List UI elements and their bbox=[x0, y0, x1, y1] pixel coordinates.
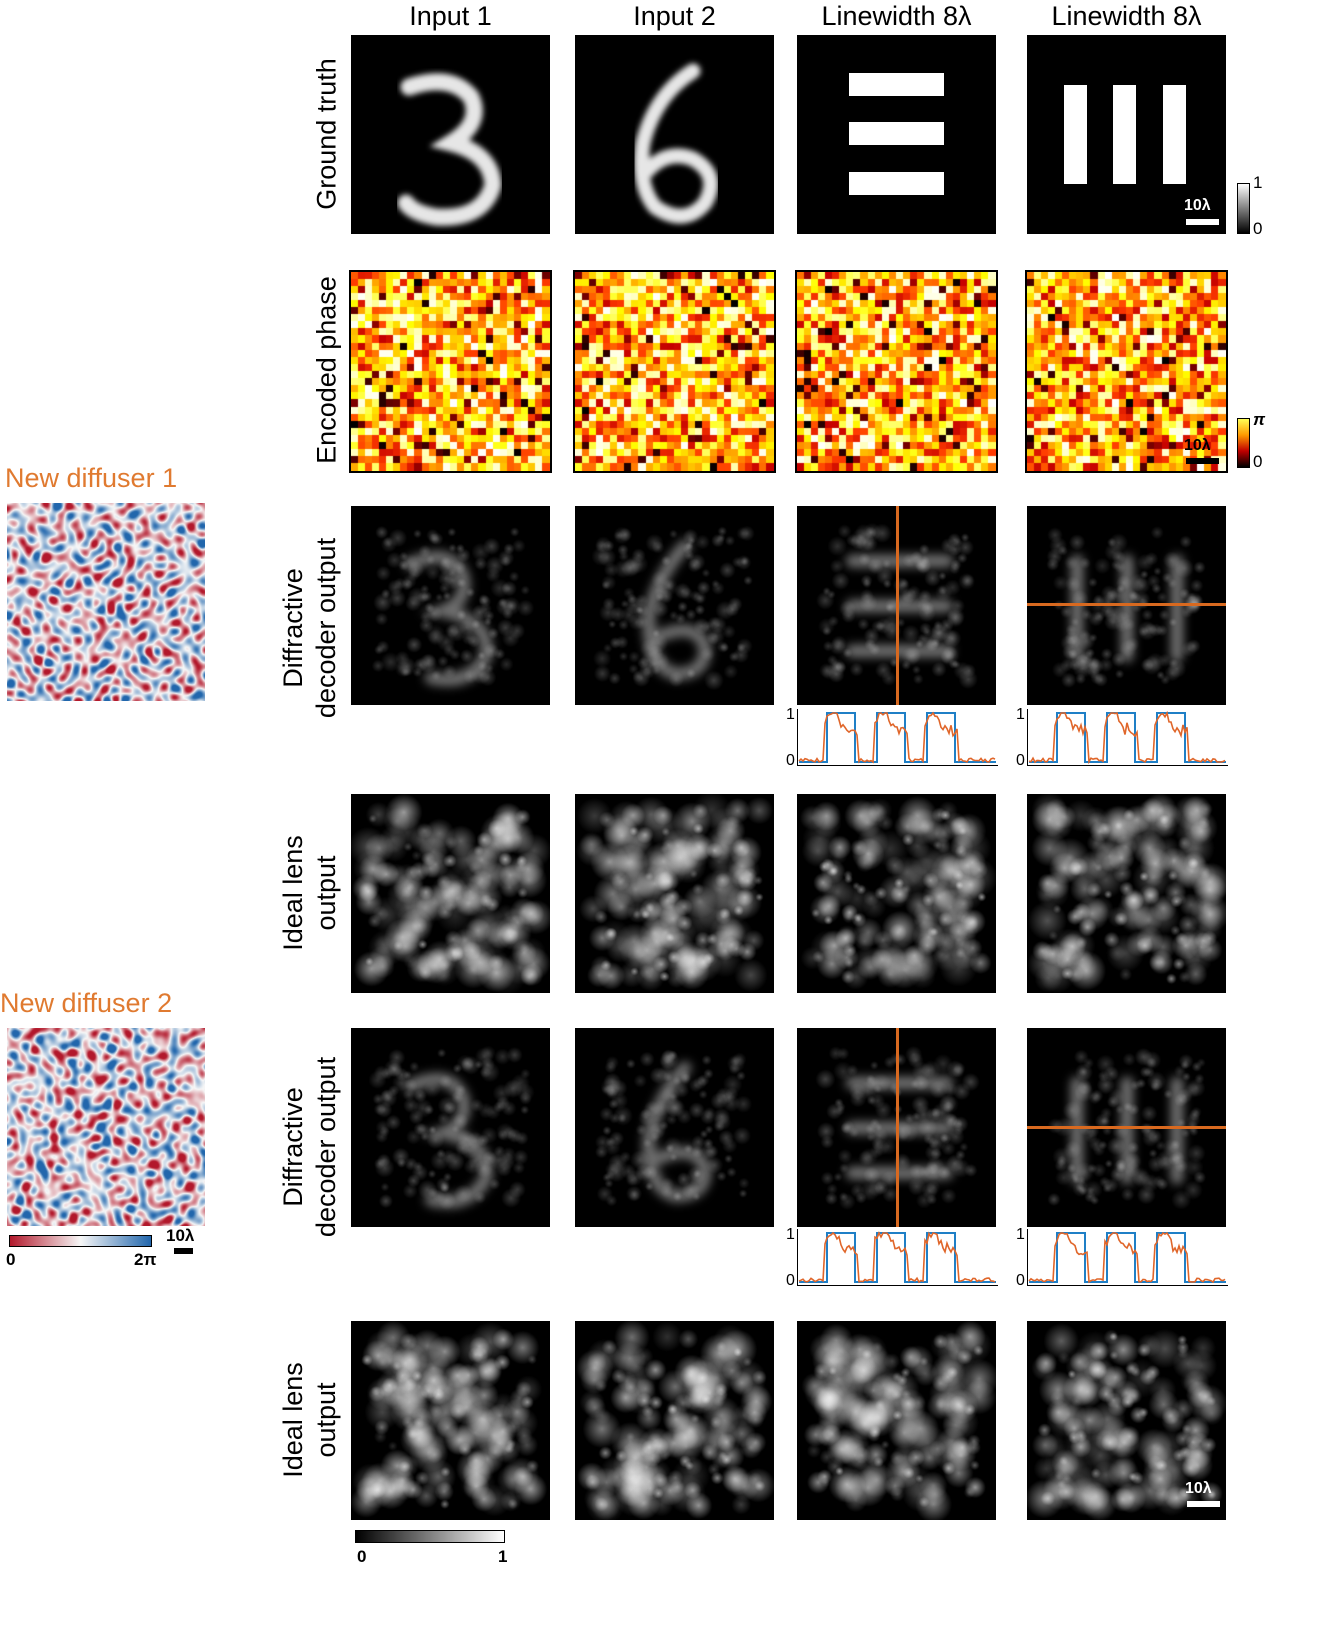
encoded-phase-input-1 bbox=[349, 270, 552, 473]
encoded-phase-horizontal bbox=[795, 270, 998, 473]
scalebar-phase bbox=[1186, 458, 1219, 464]
row-label-ideal-lens-2: Ideal lens output bbox=[278, 1362, 341, 1478]
profile-plot-1b bbox=[1027, 709, 1228, 766]
profile-ground-truth-line bbox=[1029, 1232, 1226, 1283]
profile-1b-ybottom: 0 bbox=[1016, 752, 1025, 769]
profile-2a-ybottom: 0 bbox=[786, 1272, 795, 1289]
ground-truth-digit-6 bbox=[575, 35, 774, 234]
scalebar-label-phase: 10λ bbox=[1184, 437, 1211, 454]
profile-axes bbox=[797, 1229, 998, 1286]
ideal-lens-1-vertical bbox=[1027, 794, 1226, 993]
decoder-output-2-input-2 bbox=[575, 1028, 774, 1227]
profile-measured-line bbox=[1028, 1231, 1226, 1284]
profile-ground-truth-line bbox=[1029, 712, 1226, 763]
scalebar-label-gt: 10λ bbox=[1184, 197, 1211, 214]
profile-cut-line-h2 bbox=[1027, 1126, 1226, 1129]
profile-2b-ytop: 1 bbox=[1016, 1226, 1025, 1243]
scalebar-ideal bbox=[1187, 1501, 1220, 1507]
intensity-colorbar-max: 1 bbox=[498, 1547, 508, 1566]
ideal-lens-1-horizontal bbox=[797, 794, 996, 993]
ground-truth-vertical-bars: 10λ bbox=[1027, 35, 1226, 234]
profile-2b-ybottom: 0 bbox=[1016, 1272, 1025, 1289]
encoded-phase-vertical bbox=[1025, 270, 1228, 473]
profile-ground-truth-line bbox=[799, 712, 996, 763]
gt-colorbar-max: 1 bbox=[1253, 173, 1263, 192]
ground-truth-digit-3 bbox=[351, 35, 550, 234]
gt-colorbar-min: 0 bbox=[1253, 219, 1263, 238]
new-diffuser-1-image bbox=[7, 503, 205, 701]
ideal-lens-2-horizontal bbox=[797, 1321, 996, 1520]
row-label-encoded-phase: Encoded phase bbox=[311, 276, 342, 464]
profile-cut-line-v1 bbox=[896, 506, 899, 705]
profile-cut-line-h1 bbox=[1027, 603, 1226, 606]
scalebar-gt bbox=[1186, 219, 1219, 225]
scalebar-label-ideal: 10λ bbox=[1185, 1480, 1212, 1497]
column-header-linewidth-vertical: Linewidth 8λ bbox=[1051, 1, 1202, 31]
profile-measured-line bbox=[798, 1231, 996, 1284]
new-diffuser-2-title: New diffuser 2 bbox=[0, 988, 173, 1018]
profile-measured-line bbox=[1028, 710, 1226, 765]
new-diffuser-2-image bbox=[7, 1028, 205, 1226]
profile-plot-2a bbox=[797, 1229, 998, 1286]
profile-cut-line-v2 bbox=[896, 1028, 899, 1227]
profile-measured-line bbox=[798, 711, 996, 764]
column-header-input-2: Input 2 bbox=[633, 1, 716, 31]
phase-colorbar-min: 0 bbox=[1253, 452, 1263, 471]
diffuser-scalebar bbox=[174, 1248, 193, 1254]
profile-axes bbox=[797, 709, 998, 766]
ideal-lens-2-input-1 bbox=[351, 1321, 550, 1520]
profile-1a-ybottom: 0 bbox=[786, 752, 795, 769]
profile-plot-2b bbox=[1027, 1229, 1228, 1286]
new-diffuser-1-title: New diffuser 1 bbox=[5, 463, 178, 493]
row-label-ideal-lens-1: Ideal lens output bbox=[278, 835, 341, 951]
column-header-linewidth-horizontal: Linewidth 8λ bbox=[821, 1, 972, 31]
profile-1a-ytop: 1 bbox=[786, 706, 795, 723]
row-label-diffractive-decoder-1: Diffractive decoder output bbox=[278, 537, 341, 719]
decoder-output-2-input-1 bbox=[351, 1028, 550, 1227]
profile-1b-ytop: 1 bbox=[1016, 706, 1025, 723]
diffuser-scale-label: 10λ bbox=[166, 1226, 195, 1245]
intensity-colorbar-min: 0 bbox=[357, 1547, 367, 1566]
ideal-lens-1-input-1 bbox=[351, 794, 550, 993]
row-label-ground-truth: Ground truth bbox=[311, 58, 342, 210]
profile-2a-ytop: 1 bbox=[786, 1226, 795, 1243]
diffuser-colorbar-max: 2π bbox=[134, 1250, 157, 1269]
decoder-output-1-input-1 bbox=[351, 506, 550, 705]
intensity-colorbar bbox=[355, 1530, 505, 1543]
ideal-lens-1-input-2 bbox=[575, 794, 774, 993]
diffuser-phase-colorbar bbox=[9, 1235, 152, 1247]
grayscale-colorbar bbox=[1237, 183, 1250, 234]
encoded-phase-input-2 bbox=[573, 270, 776, 473]
ideal-lens-2-vertical bbox=[1027, 1321, 1226, 1520]
diffuser-colorbar-min: 0 bbox=[6, 1250, 16, 1269]
column-header-input-1: Input 1 bbox=[409, 1, 492, 31]
ideal-lens-2-input-2 bbox=[575, 1321, 774, 1520]
ground-truth-horizontal-bars bbox=[797, 35, 996, 234]
decoder-output-1-input-2 bbox=[575, 506, 774, 705]
profile-axes bbox=[1027, 1229, 1228, 1286]
phase-colorbar bbox=[1237, 418, 1250, 468]
profile-plot-1a bbox=[797, 709, 998, 766]
profile-axes bbox=[1027, 709, 1228, 766]
profile-ground-truth-line bbox=[799, 1232, 996, 1283]
row-label-diffractive-decoder-2: Diffractive decoder output bbox=[278, 1056, 341, 1238]
phase-colorbar-max: π bbox=[1253, 410, 1266, 429]
